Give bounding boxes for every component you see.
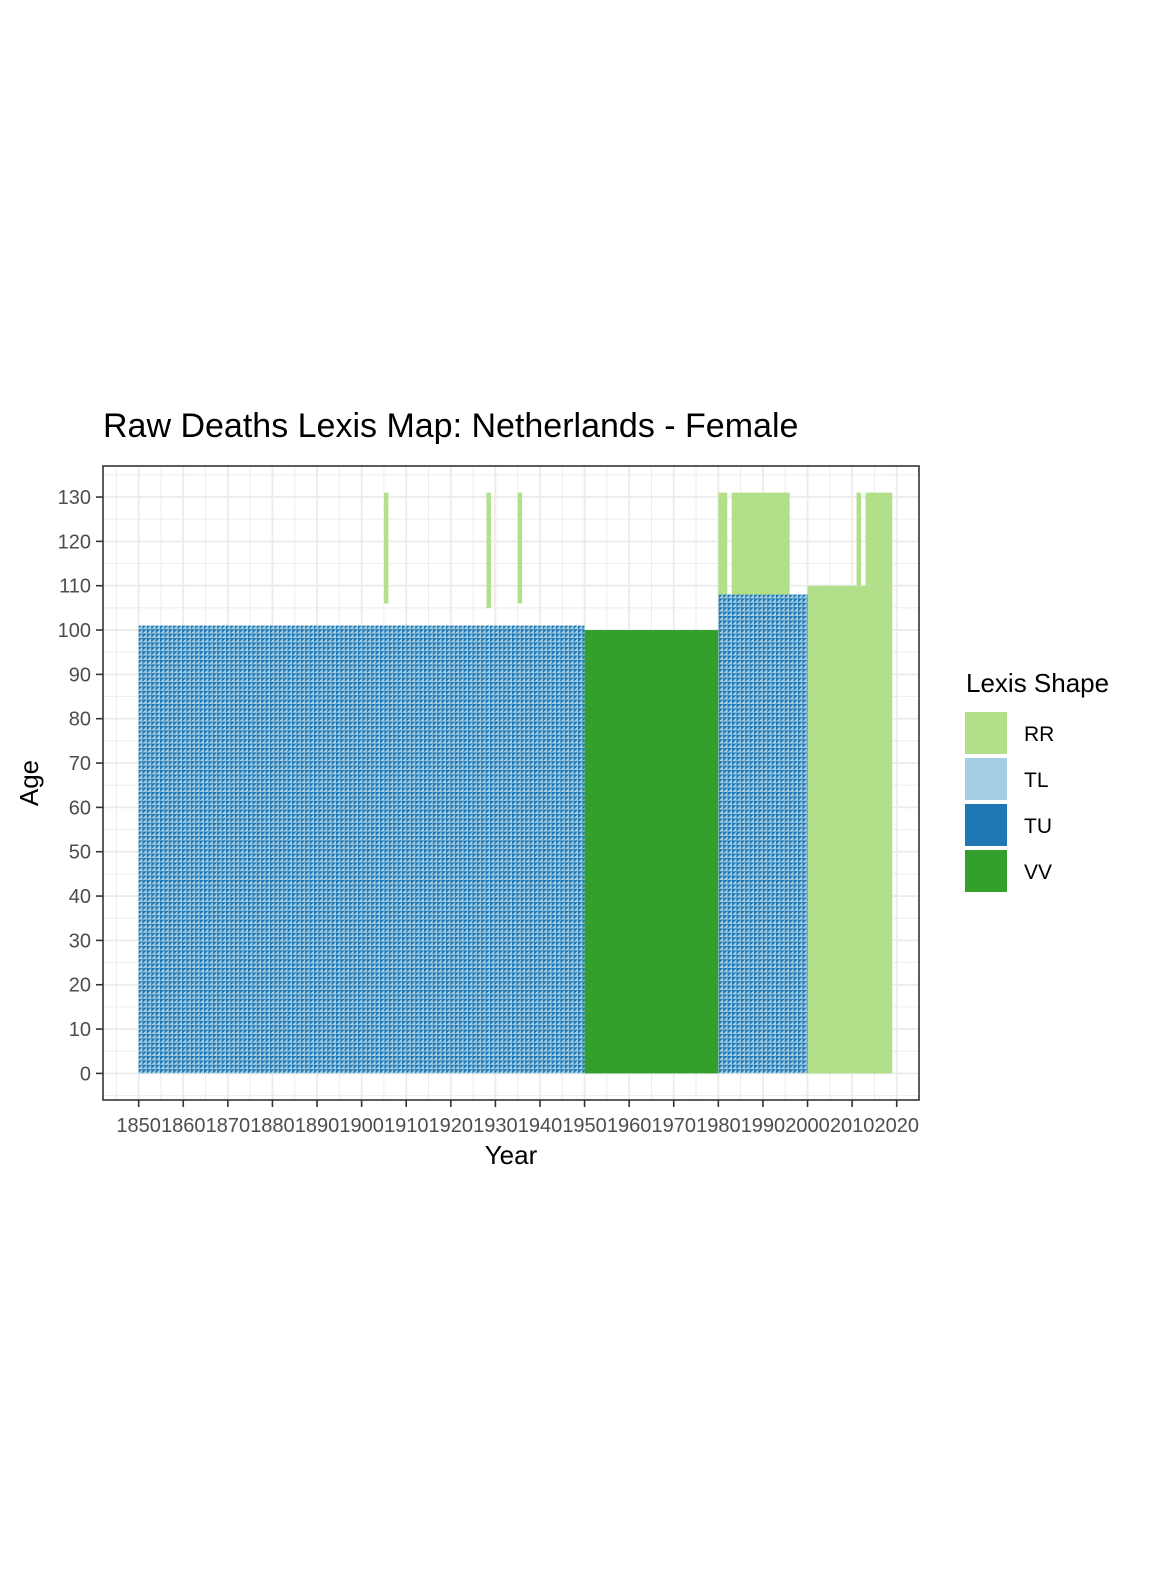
legend-label-vv: VV xyxy=(1024,861,1052,884)
legend-key-vv xyxy=(965,850,1007,892)
legend-key-rr xyxy=(965,712,1007,754)
lexis-region-vv xyxy=(584,630,719,1074)
x-tick-label: 1870 xyxy=(206,1115,251,1137)
x-tick-label: 1900 xyxy=(339,1115,384,1137)
y-tick-label: 0 xyxy=(80,1063,91,1085)
chart-title: Raw Deaths Lexis Map: Netherlands - Fema… xyxy=(103,407,798,445)
x-tick-label: 2010 xyxy=(830,1115,875,1137)
x-tick-label: 1920 xyxy=(429,1115,474,1137)
x-axis: 1850 1860 1870 1880 1890 1900 1910 1920 1930 1940… xyxy=(116,1100,919,1137)
y-tick-label: 10 xyxy=(69,1019,91,1041)
y-tick-label: 90 xyxy=(69,664,91,686)
y-tick-label: 110 xyxy=(59,576,91,598)
lexis-region-rr xyxy=(718,492,728,595)
lexis-region-rr xyxy=(865,492,893,586)
y-tick-label: 100 xyxy=(58,620,91,642)
x-tick-label: 1970 xyxy=(652,1115,697,1137)
y-tick-label: 20 xyxy=(69,975,91,997)
x-tick-label: 2020 xyxy=(874,1115,919,1137)
y-tick-label: 30 xyxy=(69,930,91,952)
legend-key-tl xyxy=(965,758,1007,800)
y-axis: 0 10 20 30 40 50 60 70 80 90 100 110 120 130 xyxy=(58,487,103,1085)
x-tick-label: 1910 xyxy=(384,1115,429,1137)
y-tick-label: 80 xyxy=(69,709,91,731)
lexis-region-rr xyxy=(856,492,862,586)
y-tick-label: 40 xyxy=(69,886,91,908)
legend-label-tl: TL xyxy=(1024,769,1049,792)
y-axis-title: Age xyxy=(14,760,44,806)
y-tick-label: 130 xyxy=(58,487,91,509)
legend-label-tu: TU xyxy=(1024,815,1052,838)
x-tick-label: 1850 xyxy=(116,1115,161,1137)
x-axis-title: Year xyxy=(485,1140,538,1170)
lexis-region-rr xyxy=(486,492,491,608)
x-tick-label: 1880 xyxy=(250,1115,295,1137)
legend: Lexis Shape RR TL TU VV xyxy=(965,668,1109,892)
x-tick-label: 1990 xyxy=(741,1115,786,1137)
y-tick-label: 120 xyxy=(58,531,91,553)
legend-title: Lexis Shape xyxy=(966,668,1109,698)
x-tick-label: 1960 xyxy=(607,1115,652,1137)
lexis-region-tu-tl xyxy=(718,594,808,1074)
lexis-region-rr xyxy=(383,492,389,604)
x-tick-label: 1930 xyxy=(473,1115,518,1137)
y-tick-label: 50 xyxy=(69,842,91,864)
data-regions xyxy=(138,492,893,1074)
x-tick-label: 1860 xyxy=(161,1115,206,1137)
lexis-region-rr xyxy=(731,492,790,595)
legend-key-tu xyxy=(965,804,1007,846)
y-tick-label: 70 xyxy=(69,753,91,775)
lexis-region-rr xyxy=(807,585,893,1074)
legend-entries: RR TL TU VV xyxy=(965,712,1054,892)
y-tick-label: 60 xyxy=(69,797,91,819)
lexis-region-rr xyxy=(517,492,523,604)
x-tick-label: 1890 xyxy=(295,1115,340,1137)
x-tick-label: 1950 xyxy=(562,1115,607,1137)
plot-panel xyxy=(102,465,920,1101)
legend-label-rr: RR xyxy=(1024,723,1054,746)
x-tick-label: 1940 xyxy=(518,1115,563,1137)
x-tick-label: 2000 xyxy=(785,1115,830,1137)
x-tick-label: 1980 xyxy=(696,1115,741,1137)
lexis-region-tu-tl xyxy=(138,625,585,1074)
panel-border xyxy=(102,465,920,1101)
